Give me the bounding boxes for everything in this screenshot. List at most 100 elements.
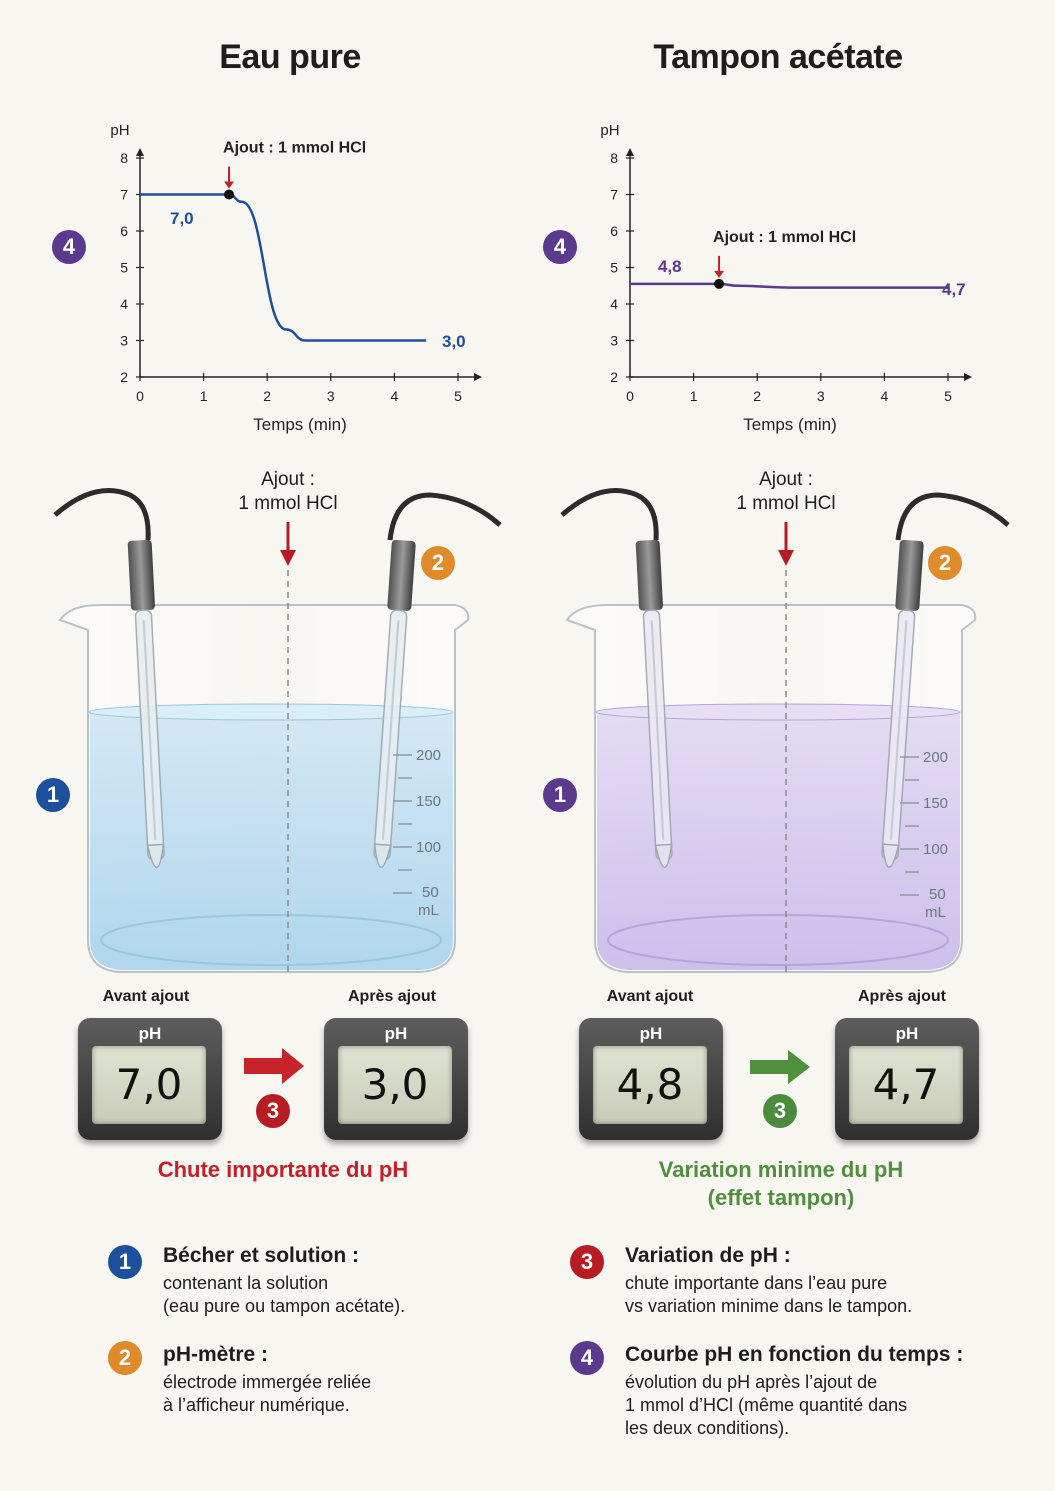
left-chart: 0 1 2 3 4 5 2 3 4 5 6 7 8 pH Temps (min) Ajout : 1 mmol… [100,110,500,445]
meter-ph-label: pH [639,1024,663,1043]
badge-1-right: 1 [543,778,577,812]
legend-3-line2: vs variation minime dans le tampon. [625,1296,913,1316]
legend-4-line1: évolution du pH après l’ajout de [625,1372,878,1392]
legend-badge-2: 2 [108,1341,142,1375]
right-title: Tampon acétate [653,38,903,76]
right-before-value: 4,8 [593,1046,707,1124]
left-after-meter: pH 3,0 [324,1018,468,1140]
legend-4-line2: 1 mmol d’HCl (même quantité dans [625,1395,908,1415]
right-chart-svg: 0 1 2 3 4 5 2 3 4 5 6 7 8 pH Temps (min) Ajout : 1 mmol… [600,122,972,434]
left-grad-200: 200 [416,747,441,764]
y-tick-label: 2 [610,369,618,385]
right-grad-unit: mL [925,904,946,921]
x-tick-label: 3 [327,388,335,404]
left-title: Eau pure [219,38,361,76]
start-value-label: 7,0 [170,209,194,228]
x-axis-arrow-icon [964,373,972,381]
x-tick-label: 3 [817,388,825,404]
badge-4-left: 4 [52,230,86,264]
right-chart: 0 1 2 3 4 5 2 3 4 5 6 7 8 pH Temps (min) Ajout : 1 mmol… [590,110,990,445]
left-result: Chute importante du pH [157,1157,409,1182]
meter-ph-label: pH [384,1024,408,1043]
badge-3-right: 3 [763,1094,797,1128]
left-grad-50: 50 [422,884,439,901]
meter-ph-label: pH [138,1024,162,1043]
badge-3-left: 3 [256,1094,290,1128]
y-axis-arrow-icon [626,148,634,156]
x-tick-label: 5 [454,388,462,404]
y-axis-arrow-icon [136,148,144,156]
y-tick-label: 5 [610,260,618,276]
legend-3-line1: chute importante dans l’eau pure [625,1273,888,1293]
right-result-line1: Variation minime du pH [658,1157,904,1182]
left-before-label: Avant ajout [102,988,190,1005]
left-chart-svg: 0 1 2 3 4 5 2 3 4 5 6 7 8 pH Temps (min) Ajout : 1 mmol… [110,122,482,434]
badge-4-right: 4 [543,230,577,264]
legend-3-title: Variation de pH : [625,1244,791,1267]
right-grad-200: 200 [923,749,948,766]
left-after-label: Après ajout [347,988,436,1005]
y-axis-label: pH [600,122,619,139]
badge-2-right: 2 [928,546,962,580]
left-grad-unit: mL [418,902,439,919]
legend-1-line2: (eau pure ou tampon acétate). [163,1296,406,1316]
right-result: Variation minime du pH (effet tampon) [581,1156,981,1212]
x-axis-arrow-icon [474,373,482,381]
x-axis-label: Temps (min) [253,415,347,434]
x-tick-label: 0 [626,388,634,404]
legend-item-3: Variation de pH : chute importante dans … [625,1244,1045,1318]
right-before-meter: pH 4,8 [579,1018,723,1140]
y-tick-label: 8 [120,150,128,166]
right-beaker: 200 150 100 50 mL [560,488,1010,973]
left-grad-100: 100 [416,839,441,856]
end-value-label: 4,7 [942,280,966,299]
left-ajout-line1: Ajout : [261,469,315,490]
legend-2-line1: électrode immergée reliée [163,1372,372,1392]
legend-4-title: Courbe pH en fonction du temps : [625,1343,964,1366]
x-tick-label: 1 [690,388,698,404]
left-after-value: 3,0 [338,1046,452,1124]
y-tick-label: 7 [610,187,618,203]
ajout-point [224,189,235,200]
y-tick-label: 8 [610,150,618,166]
y-tick-label: 2 [120,369,128,385]
end-value-label: 3,0 [442,332,466,351]
series-line [630,282,948,289]
right-after-meter: pH 4,7 [835,1018,979,1140]
x-tick-label: 1 [200,388,208,404]
left-beaker: 200 150 100 50 mL [53,488,502,973]
legend-item-2: pH-mètre : électrode immergée reliée à l… [163,1343,583,1417]
ajout-arrow-icon [224,181,235,189]
legend-item-1: Bécher et solution : contenant la soluti… [163,1244,583,1318]
left-before-value: 7,0 [92,1046,206,1124]
y-tick-label: 5 [120,260,128,276]
y-tick-label: 6 [610,223,618,239]
x-axis-label: Temps (min) [743,415,837,434]
y-tick-label: 4 [610,296,618,312]
legend-1-title: Bécher et solution : [163,1244,360,1267]
right-grad-100: 100 [923,841,948,858]
beakers-illustration: 200 150 100 50 mL [53,488,1010,973]
left-grad-150: 150 [416,793,441,810]
y-tick-label: 3 [610,333,618,349]
right-before-label: Avant ajout [606,988,694,1005]
right-ajout-line2: 1 mmol HCl [736,493,836,514]
x-tick-label: 5 [944,388,952,404]
series-line [139,193,427,342]
x-tick-label: 0 [136,388,144,404]
right-grad-50: 50 [929,886,946,903]
y-tick-label: 7 [120,187,128,203]
right-arrow-icon [750,1050,810,1084]
legend-badge-1: 1 [108,1245,142,1279]
y-tick-label: 6 [120,223,128,239]
right-after-label: Après ajout [857,988,946,1005]
right-grad-150: 150 [923,795,948,812]
left-before-meter: pH 7,0 [78,1018,222,1140]
legend-2-title: pH-mètre : [163,1343,269,1366]
right-ajout-label: Ajout : 1 mmol HCl [686,468,886,516]
legend-1-line1: contenant la solution [163,1273,329,1293]
ajout-point [714,278,725,289]
right-after-value: 4,7 [849,1046,963,1124]
right-result-line2: (effet tampon) [707,1185,855,1210]
legend-badge-4: 4 [570,1341,604,1375]
